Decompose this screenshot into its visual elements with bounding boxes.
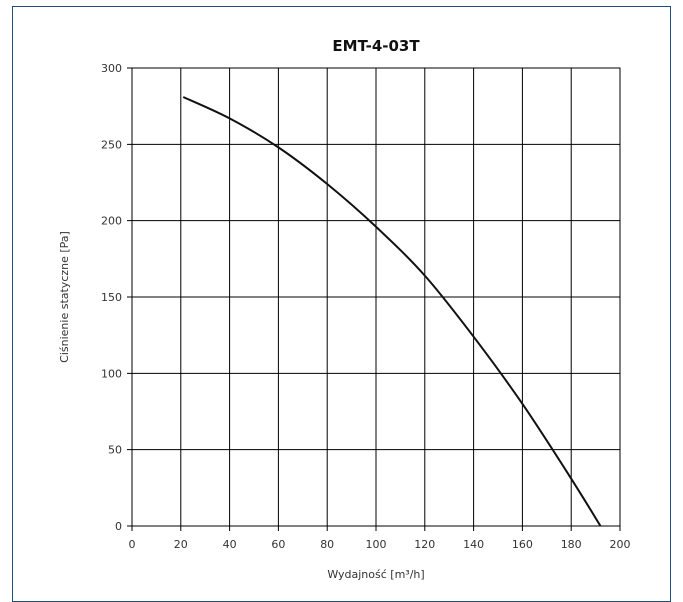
y-tick-label: 250: [101, 138, 122, 151]
y-tick-label: 0: [115, 520, 122, 533]
series-line: [182, 96, 602, 527]
x-tick-label: 40: [223, 538, 237, 551]
x-tick-label: 140: [463, 538, 484, 551]
y-tick-labels: 0 50 100 150 200 250 300: [101, 62, 122, 533]
x-tick-label: 160: [512, 538, 533, 551]
y-tick-label: 100: [101, 367, 122, 380]
y-axis-label: Ciśnienie statyczne [Pa]: [58, 231, 71, 363]
x-tick-label: 100: [366, 538, 387, 551]
x-tick-label: 80: [320, 538, 334, 551]
grid: [127, 67, 621, 531]
x-tick-label: 120: [414, 538, 435, 551]
y-tick-label: 150: [101, 291, 122, 304]
x-tick-label: 200: [610, 538, 631, 551]
x-tick-label: 20: [174, 538, 188, 551]
chart-title: EMT-4-03T: [332, 37, 420, 55]
x-tick-label: 60: [271, 538, 285, 551]
y-tick-label: 50: [108, 444, 122, 457]
x-tick-label: 0: [129, 538, 136, 551]
chart-frame: [12, 6, 671, 602]
x-axis-label: Wydajność [m³/h]: [327, 568, 424, 581]
x-tick-labels: 0 20 40 60 80 100 120 140 160 180 200: [129, 538, 631, 551]
y-tick-label: 300: [101, 62, 122, 75]
y-tick-label: 200: [101, 215, 122, 228]
x-tick-label: 180: [561, 538, 582, 551]
